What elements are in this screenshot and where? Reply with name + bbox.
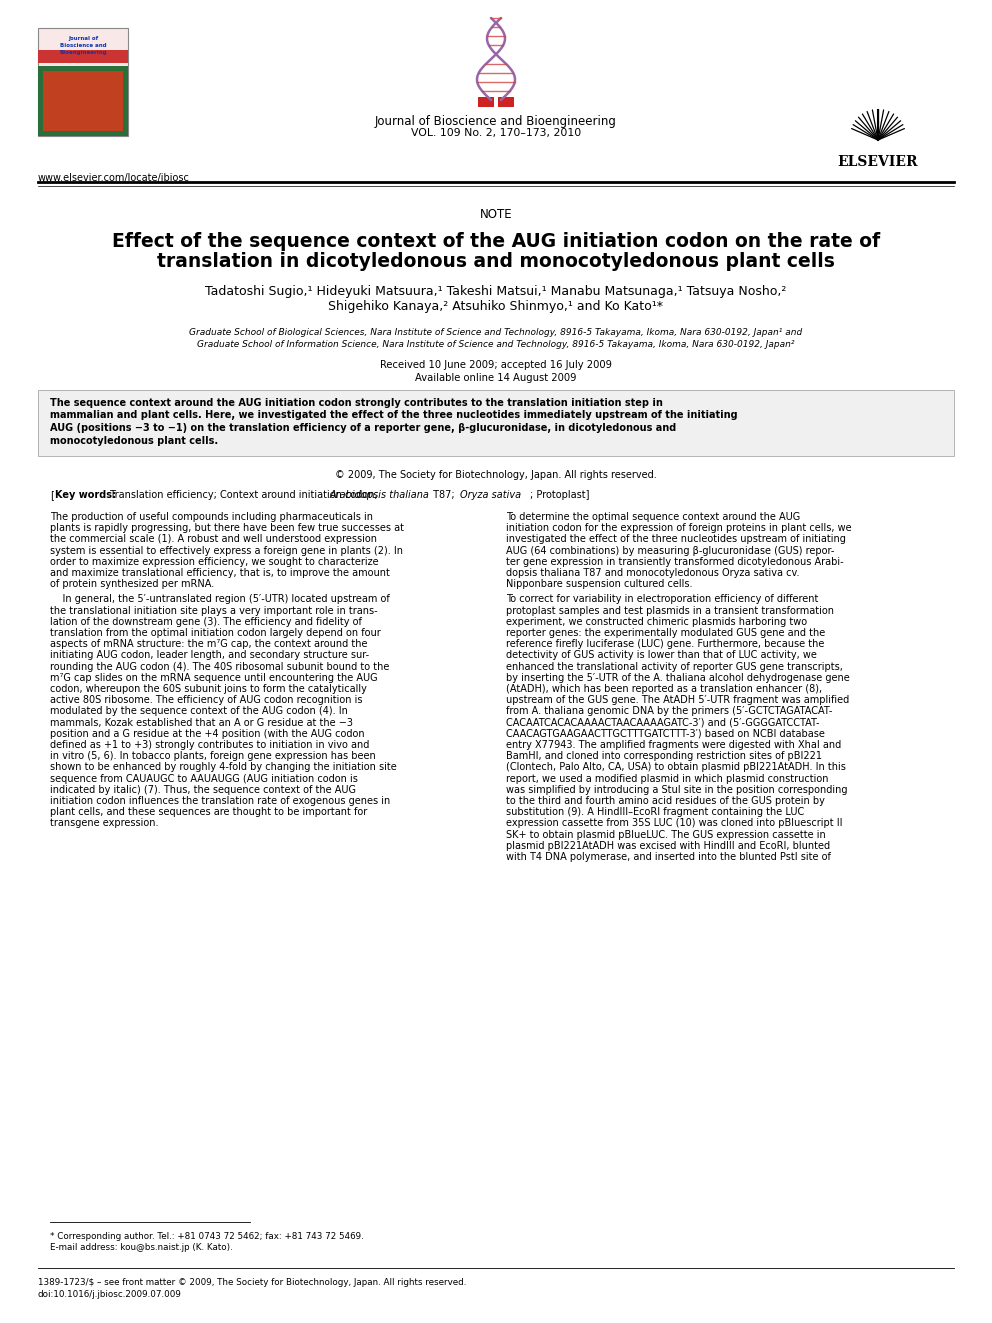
Text: m⁷G cap slides on the mRNA sequence until encountering the AUG: m⁷G cap slides on the mRNA sequence unti… [50, 673, 378, 683]
Text: (Clontech, Palo Alto, CA, USA) to obtain plasmid pBI221AtADH. In this: (Clontech, Palo Alto, CA, USA) to obtain… [506, 762, 846, 773]
Text: aspects of mRNA structure: the m⁷G cap, the context around the: aspects of mRNA structure: the m⁷G cap, … [50, 639, 367, 650]
Text: Graduate School of Information Science, Nara Institute of Science and Technology: Graduate School of Information Science, … [197, 340, 795, 349]
Text: Translation efficiency; Context around initiation codon;: Translation efficiency; Context around i… [107, 490, 381, 500]
Text: monocotyledonous plant cells.: monocotyledonous plant cells. [50, 435, 218, 446]
Bar [38, 390, 954, 456]
Text: active 80S ribosome. The efficiency of AUG codon recognition is: active 80S ribosome. The efficiency of A… [50, 695, 362, 705]
Text: Effect of the sequence context of the AUG initiation codon on the rate of: Effect of the sequence context of the AU… [112, 232, 880, 251]
Text: ter gene expression in transiently transformed dicotyledonous Arabi-: ter gene expression in transiently trans… [506, 557, 843, 566]
Text: substitution (9). A HindIII–EcoRI fragment containing the LUC: substitution (9). A HindIII–EcoRI fragme… [506, 807, 805, 818]
Text: position and a G residue at the +4 position (with the AUG codon: position and a G residue at the +4 posit… [50, 729, 365, 738]
Text: AUG (positions −3 to −1) on the translation efficiency of a reporter gene, β-glu: AUG (positions −3 to −1) on the translat… [50, 423, 677, 433]
Text: * Corresponding author. Tel.: +81 0743 72 5462; fax: +81 743 72 5469.: * Corresponding author. Tel.: +81 0743 7… [50, 1232, 364, 1241]
Text: dopsis thaliana T87 and monocotyledonous Oryza sativa cv.: dopsis thaliana T87 and monocotyledonous… [506, 568, 800, 578]
Bar [38, 50, 128, 64]
Text: sequence from CAUAUGC to AAUAUGG (AUG initiation codon is: sequence from CAUAUGC to AAUAUGG (AUG in… [50, 774, 358, 783]
Text: Available online 14 August 2009: Available online 14 August 2009 [416, 373, 576, 382]
Text: upstream of the GUS gene. The AtADH 5′-UTR fragment was amplified: upstream of the GUS gene. The AtADH 5′-U… [506, 695, 849, 705]
Text: reporter genes: the experimentally modulated GUS gene and the: reporter genes: the experimentally modul… [506, 628, 825, 638]
Text: and maximize translational efficiency, that is, to improve the amount: and maximize translational efficiency, t… [50, 568, 390, 578]
Text: E-mail address: kou@bs.naist.jp (K. Kato).: E-mail address: kou@bs.naist.jp (K. Kato… [50, 1244, 233, 1252]
Text: by inserting the 5′-UTR of the A. thaliana alcohol dehydrogenase gene: by inserting the 5′-UTR of the A. thalia… [506, 673, 850, 683]
Text: Shigehiko Kanaya,² Atsuhiko Shinmyo,¹ and Ko Kato¹*: Shigehiko Kanaya,² Atsuhiko Shinmyo,¹ an… [328, 300, 664, 314]
Text: experiment, we constructed chimeric plasmids harboring two: experiment, we constructed chimeric plas… [506, 617, 807, 627]
Text: NOTE: NOTE [480, 208, 512, 221]
Text: modulated by the sequence context of the AUG codon (4). In: modulated by the sequence context of the… [50, 706, 348, 716]
Text: initiation codon influences the translation rate of exogenous genes in: initiation codon influences the translat… [50, 796, 390, 806]
Text: The sequence context around the AUG initiation codon strongly contributes to the: The sequence context around the AUG init… [50, 398, 663, 407]
Text: 1389-1723/$ – see front matter © 2009, The Society for Biotechnology, Japan. All: 1389-1723/$ – see front matter © 2009, T… [38, 1278, 466, 1287]
Bar [478, 97, 494, 107]
Text: VOL. 109 No. 2, 170–173, 2010: VOL. 109 No. 2, 170–173, 2010 [411, 128, 581, 138]
Text: Bioengineering: Bioengineering [60, 50, 107, 56]
Text: shown to be enhanced by roughly 4-fold by changing the initiation site: shown to be enhanced by roughly 4-fold b… [50, 762, 397, 773]
Text: indicated by italic) (7). Thus, the sequence context of the AUG: indicated by italic) (7). Thus, the sequ… [50, 785, 356, 795]
Text: www.elsevier.com/locate/jbiosc: www.elsevier.com/locate/jbiosc [38, 173, 189, 183]
Text: initiating AUG codon, leader length, and secondary structure sur-: initiating AUG codon, leader length, and… [50, 651, 369, 660]
Text: defined as +1 to +3) strongly contributes to initiation in vivo and: defined as +1 to +3) strongly contribute… [50, 740, 369, 750]
Text: detectivity of GUS activity is lower than that of LUC activity, we: detectivity of GUS activity is lower tha… [506, 651, 816, 660]
Bar [498, 97, 514, 107]
Text: Arabidopsis thaliana: Arabidopsis thaliana [330, 490, 430, 500]
Text: codon, whereupon the 60S subunit joins to form the catalytically: codon, whereupon the 60S subunit joins t… [50, 684, 367, 695]
Text: doi:10.1016/j.jbiosc.2009.07.009: doi:10.1016/j.jbiosc.2009.07.009 [38, 1290, 182, 1299]
Bar [38, 66, 128, 136]
Text: mammals, Kozak established that an A or G residue at the −3: mammals, Kozak established that an A or … [50, 717, 353, 728]
Text: Bioscience and: Bioscience and [60, 44, 106, 48]
Text: plant cells, and these sequences are thought to be important for: plant cells, and these sequences are tho… [50, 807, 367, 818]
Text: Tadatoshi Sugio,¹ Hideyuki Matsuura,¹ Takeshi Matsui,¹ Manabu Matsunaga,¹ Tatsuy: Tadatoshi Sugio,¹ Hideyuki Matsuura,¹ Ta… [205, 284, 787, 298]
Text: order to maximize expression efficiency, we sought to characterize: order to maximize expression efficiency,… [50, 557, 379, 566]
Text: the translational initiation site plays a very important role in trans-: the translational initiation site plays … [50, 606, 378, 615]
Text: system is essential to effectively express a foreign gene in plants (2). In: system is essential to effectively expre… [50, 545, 403, 556]
Text: plasmid pBI221AtADH was excised with HindIII and EcoRI, blunted: plasmid pBI221AtADH was excised with Hin… [506, 841, 830, 851]
Text: In general, the 5′-untranslated region (5′-UTR) located upstream of: In general, the 5′-untranslated region (… [50, 594, 390, 605]
Text: report, we used a modified plasmid in which plasmid construction: report, we used a modified plasmid in wh… [506, 774, 828, 783]
Text: enhanced the translational activity of reporter GUS gene transcripts,: enhanced the translational activity of r… [506, 662, 843, 672]
Text: Nipponbare suspension cultured cells.: Nipponbare suspension cultured cells. [506, 579, 692, 589]
Text: SK+ to obtain plasmid pBlueLUC. The GUS expression cassette in: SK+ to obtain plasmid pBlueLUC. The GUS … [506, 830, 825, 840]
Text: to the third and fourth amino acid residues of the GUS protein by: to the third and fourth amino acid resid… [506, 796, 825, 806]
Text: The production of useful compounds including pharmaceuticals in: The production of useful compounds inclu… [50, 512, 373, 523]
Bar [43, 71, 123, 131]
Text: reference firefly luciferase (LUC) gene. Furthermore, because the: reference firefly luciferase (LUC) gene.… [506, 639, 824, 650]
Text: Graduate School of Biological Sciences, Nara Institute of Science and Technology: Graduate School of Biological Sciences, … [189, 328, 803, 337]
Text: (AtADH), which has been reported as a translation enhancer (8),: (AtADH), which has been reported as a tr… [506, 684, 822, 695]
Text: mammalian and plant cells. Here, we investigated the effect of the three nucleot: mammalian and plant cells. Here, we inve… [50, 410, 738, 421]
Text: plants is rapidly progressing, but there have been few true successes at: plants is rapidly progressing, but there… [50, 523, 404, 533]
Bar [38, 28, 128, 136]
Text: from A. thaliana genomic DNA by the primers (5′-GCTCTAGATACAT-: from A. thaliana genomic DNA by the prim… [506, 706, 832, 716]
Text: ELSEVIER: ELSEVIER [838, 155, 919, 169]
Text: Journal of: Journal of [67, 36, 98, 41]
Text: To correct for variability in electroporation efficiency of different: To correct for variability in electropor… [506, 594, 818, 605]
Text: Key words:: Key words: [55, 490, 116, 500]
Text: translation from the optimal initiation codon largely depend on four: translation from the optimal initiation … [50, 628, 381, 638]
Text: T87;: T87; [430, 490, 457, 500]
Text: translation in dicotyledonous and monocotyledonous plant cells: translation in dicotyledonous and monoco… [157, 251, 835, 271]
Text: Oryza sativa: Oryza sativa [460, 490, 521, 500]
Text: with T4 DNA polymerase, and inserted into the blunted PstI site of: with T4 DNA polymerase, and inserted int… [506, 852, 831, 863]
Text: AUG (64 combinations) by measuring β-glucuronidase (GUS) repor-: AUG (64 combinations) by measuring β-glu… [506, 545, 834, 556]
Text: rounding the AUG codon (4). The 40S ribosomal subunit bound to the: rounding the AUG codon (4). The 40S ribo… [50, 662, 390, 672]
Text: the commercial scale (1). A robust and well understood expression: the commercial scale (1). A robust and w… [50, 534, 377, 544]
Text: Journal of Bioscience and Bioengineering: Journal of Bioscience and Bioengineering [375, 115, 617, 128]
Text: CAACAGTGAAGAACTTGCTTTGATCTTT-3′) based on NCBI database: CAACAGTGAAGAACTTGCTTTGATCTTT-3′) based o… [506, 729, 825, 738]
Text: entry X77943. The amplified fragments were digested with XhaI and: entry X77943. The amplified fragments we… [506, 740, 841, 750]
Text: © 2009, The Society for Biotechnology, Japan. All rights reserved.: © 2009, The Society for Biotechnology, J… [335, 470, 657, 480]
Text: BamHI, and cloned into corresponding restriction sites of pBI221: BamHI, and cloned into corresponding res… [506, 751, 822, 761]
Text: To determine the optimal sequence context around the AUG: To determine the optimal sequence contex… [506, 512, 801, 523]
Bar [38, 390, 954, 456]
Text: in vitro (5, 6). In tobacco plants, foreign gene expression has been: in vitro (5, 6). In tobacco plants, fore… [50, 751, 376, 761]
Text: Received 10 June 2009; accepted 16 July 2009: Received 10 June 2009; accepted 16 July … [380, 360, 612, 370]
Text: was simplified by introducing a StuI site in the position corresponding: was simplified by introducing a StuI sit… [506, 785, 847, 795]
Text: protoplast samples and test plasmids in a transient transformation: protoplast samples and test plasmids in … [506, 606, 834, 615]
Text: transgene expression.: transgene expression. [50, 819, 159, 828]
Text: of protein synthesized per mRNA.: of protein synthesized per mRNA. [50, 579, 214, 589]
Text: investigated the effect of the three nucleotides upstream of initiating: investigated the effect of the three nuc… [506, 534, 846, 544]
Text: ; Protoplast]: ; Protoplast] [530, 490, 589, 500]
Text: initiation codon for the expression of foreign proteins in plant cells, we: initiation codon for the expression of f… [506, 523, 851, 533]
Text: expression cassette from 35S LUC (10) was cloned into pBluescript II: expression cassette from 35S LUC (10) wa… [506, 819, 842, 828]
Text: lation of the downstream gene (3). The efficiency and fidelity of: lation of the downstream gene (3). The e… [50, 617, 362, 627]
Text: [: [ [50, 490, 54, 500]
Text: CACAATCACACAAAACTAACAAAAGATC-3′) and (5′-GGGGATCCTAT-: CACAATCACACAAAACTAACAAAAGATC-3′) and (5′… [506, 717, 819, 728]
